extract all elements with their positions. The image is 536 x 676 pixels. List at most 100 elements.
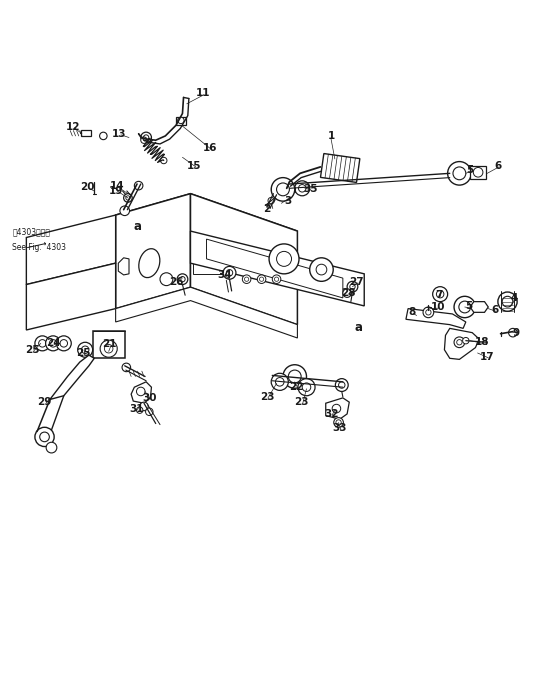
Circle shape (259, 277, 264, 281)
Polygon shape (118, 258, 129, 275)
Text: 3: 3 (284, 196, 292, 206)
Polygon shape (190, 193, 297, 324)
Circle shape (426, 310, 431, 315)
Circle shape (269, 244, 299, 274)
Text: 31: 31 (129, 404, 144, 414)
Text: 2: 2 (263, 203, 271, 214)
Circle shape (160, 273, 173, 285)
Text: 21: 21 (102, 339, 117, 349)
Circle shape (268, 197, 274, 203)
Text: 24: 24 (46, 339, 61, 348)
Circle shape (316, 264, 327, 275)
Circle shape (310, 258, 333, 281)
Text: 25: 25 (76, 348, 90, 358)
Circle shape (35, 427, 54, 447)
Bar (93, 331, 125, 358)
Polygon shape (321, 153, 360, 183)
Circle shape (502, 296, 513, 307)
Circle shape (448, 162, 471, 185)
Circle shape (302, 383, 311, 391)
Circle shape (180, 276, 185, 282)
Circle shape (100, 132, 107, 140)
Circle shape (46, 336, 61, 351)
Polygon shape (116, 193, 297, 252)
Polygon shape (116, 287, 297, 338)
Bar (176, 117, 185, 125)
Circle shape (81, 346, 89, 354)
Circle shape (277, 251, 292, 266)
Text: 30: 30 (142, 393, 157, 403)
Polygon shape (444, 329, 479, 360)
Polygon shape (26, 263, 116, 330)
Polygon shape (50, 355, 94, 400)
Circle shape (146, 408, 153, 416)
Circle shape (60, 339, 68, 347)
Polygon shape (470, 301, 488, 312)
Text: 33: 33 (332, 422, 347, 433)
Text: 5: 5 (465, 301, 473, 311)
Circle shape (295, 180, 310, 196)
Circle shape (276, 378, 284, 386)
Circle shape (436, 291, 444, 298)
Polygon shape (326, 398, 349, 419)
Circle shape (35, 336, 50, 351)
Circle shape (100, 340, 117, 357)
Circle shape (334, 418, 344, 427)
Circle shape (277, 183, 289, 196)
Circle shape (336, 420, 341, 425)
Circle shape (39, 339, 46, 347)
Circle shape (226, 270, 233, 276)
Text: 26: 26 (169, 277, 183, 287)
Circle shape (56, 336, 71, 351)
Circle shape (141, 137, 147, 143)
Circle shape (433, 287, 448, 301)
Text: 35: 35 (303, 185, 318, 195)
Circle shape (339, 382, 345, 388)
Circle shape (454, 337, 465, 347)
Text: 10: 10 (431, 302, 445, 312)
Text: 20: 20 (80, 183, 94, 192)
Text: 14: 14 (110, 180, 124, 191)
Circle shape (473, 168, 483, 177)
Circle shape (509, 329, 517, 337)
Circle shape (298, 379, 315, 395)
Circle shape (271, 178, 295, 201)
Text: 19: 19 (108, 186, 123, 196)
Text: 11: 11 (196, 88, 210, 98)
Circle shape (244, 277, 249, 281)
Circle shape (137, 407, 143, 414)
Polygon shape (190, 231, 364, 306)
Text: 22: 22 (289, 382, 304, 392)
Circle shape (283, 365, 307, 388)
Circle shape (124, 193, 132, 202)
Circle shape (177, 274, 188, 285)
Bar (193, 245, 230, 274)
Text: 15: 15 (187, 161, 202, 171)
Bar (81, 130, 91, 136)
Circle shape (299, 185, 306, 192)
Text: 34: 34 (217, 270, 232, 280)
Circle shape (78, 342, 93, 357)
Text: 9: 9 (512, 328, 519, 337)
Polygon shape (116, 193, 190, 309)
Text: 27: 27 (349, 277, 363, 287)
Circle shape (40, 432, 49, 441)
Text: a: a (355, 321, 363, 334)
Text: 23: 23 (259, 392, 274, 402)
Text: 7: 7 (435, 290, 443, 300)
Circle shape (423, 307, 434, 318)
Text: 8: 8 (409, 308, 416, 317)
Circle shape (343, 289, 352, 297)
Circle shape (271, 373, 288, 391)
Polygon shape (26, 215, 116, 285)
Circle shape (347, 281, 358, 292)
Text: 5: 5 (466, 164, 474, 174)
Circle shape (135, 181, 143, 190)
Circle shape (120, 206, 130, 216)
Text: 12: 12 (65, 122, 80, 132)
Text: 23: 23 (294, 397, 308, 407)
Circle shape (161, 158, 167, 164)
Circle shape (336, 379, 348, 391)
Circle shape (126, 196, 130, 200)
Polygon shape (406, 309, 466, 329)
